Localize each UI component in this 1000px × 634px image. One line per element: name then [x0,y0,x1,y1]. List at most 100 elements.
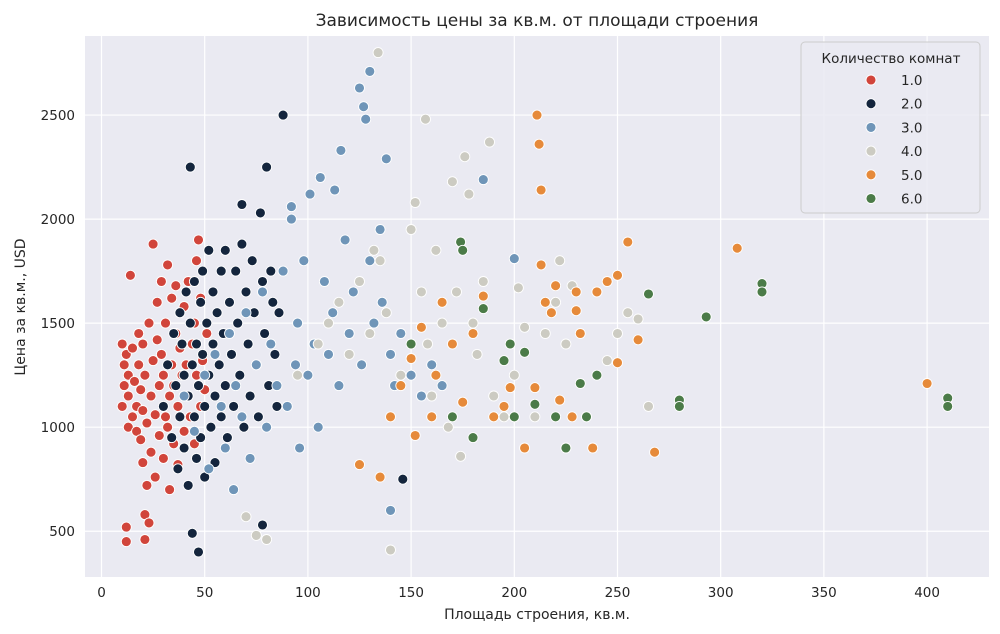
data-point [372,47,384,59]
data-point [257,286,268,298]
data-point [446,411,458,423]
data-point [442,421,454,433]
legend-entry: 5.0 [901,168,922,184]
data-point [312,421,324,433]
data-point [236,199,248,210]
data-point [339,234,351,246]
data-point [244,390,256,402]
data-point [508,411,520,423]
data-point [374,471,386,483]
legend: Количество комнат 1.0 2.0 3.0 4.0 5.0 6.0 [800,41,981,214]
data-point [302,369,314,381]
data-point [498,411,510,423]
data-point [145,446,157,458]
data-point [455,450,467,462]
data-point [277,109,289,121]
data-point [271,400,283,412]
data-point [215,411,227,423]
data-point [273,307,285,319]
legend-marker [865,121,877,133]
data-point [149,409,161,421]
data-point [166,432,178,444]
data-point [587,442,599,454]
data-point [162,359,174,371]
data-point [612,269,623,281]
data-point [343,348,355,360]
data-point [201,317,213,329]
data-point [277,265,289,277]
data-point [228,484,240,496]
legend-entry: 2.0 [901,97,922,113]
data-point [252,411,264,423]
legend-marker [865,169,877,181]
data-point [550,411,562,423]
data-point [477,276,489,287]
data-point [385,544,396,556]
data-point [529,382,541,394]
data-point [197,348,209,360]
data-point [188,276,200,287]
data-point [535,259,547,271]
data-point [186,527,198,539]
data-point [133,359,145,371]
data-point [193,546,204,558]
data-point [426,359,438,371]
data-point [124,269,136,281]
data-point [298,255,310,267]
data-point [395,380,407,392]
data-point [622,307,634,319]
data-point [164,484,176,496]
data-point [139,534,151,545]
data-point [314,172,326,183]
data-point [141,479,153,491]
legend-marker [865,74,877,86]
legend-marker [865,145,877,157]
data-point [120,521,132,533]
data-point [354,276,365,287]
data-point [581,411,592,423]
data-point [162,421,174,433]
data-point [285,201,297,213]
data-point [186,359,198,371]
data-point [145,390,157,402]
data-point [601,355,613,367]
data-point [364,328,376,339]
data-point [601,276,613,287]
data-point [157,400,169,412]
data-point [259,328,271,339]
data-point [415,390,427,402]
data-point [191,255,202,267]
x-tick-label: 100 [295,585,321,601]
data-point [215,400,227,412]
data-point [292,369,304,381]
data-point [188,425,200,437]
data-point [323,317,334,329]
data-point [257,276,268,287]
data-point [267,296,279,308]
data-point [397,473,409,485]
data-point [160,411,171,423]
data-point [409,430,421,441]
data-point [498,400,510,412]
data-points [116,47,954,558]
data-point [211,307,223,319]
data-point [312,338,324,350]
data-point [921,378,933,389]
data-point [246,255,258,267]
data-point [294,442,306,454]
data-point [261,534,273,545]
data-point [591,286,603,298]
legend-marker [865,193,877,204]
x-tick-label: 50 [196,585,213,601]
data-point [333,296,345,308]
x-tick-label: 150 [398,585,424,601]
data-point [172,463,184,475]
data-point [160,317,171,329]
data-point [174,307,186,319]
data-point [380,153,392,165]
data-point [415,286,427,298]
data-point [257,519,268,531]
data-point [240,286,252,298]
data-point [508,253,520,265]
